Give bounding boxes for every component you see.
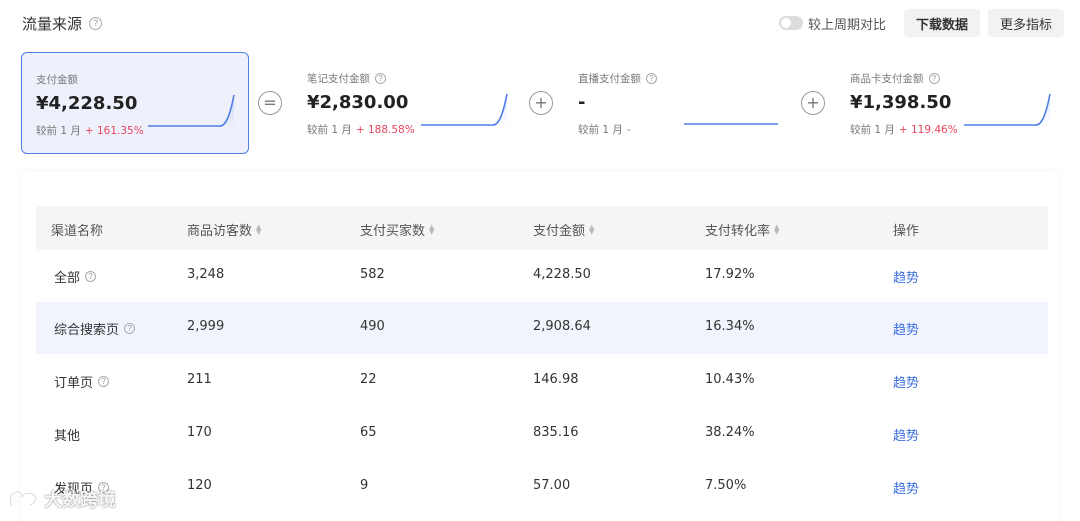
sparkline-chart bbox=[148, 94, 235, 127]
help-icon[interactable]: ? bbox=[928, 73, 940, 84]
sort-icon[interactable]: ▲ ▼ bbox=[589, 222, 595, 236]
metric-cards: 支付金额 ¥4,228.50 较前 1 月 + 161.35% = 笔记支付金额?… bbox=[21, 52, 1061, 154]
channel-table: 渠道名称 商品访客数 ▲ ▼ 支付买家数 ▲ ▼ 支付金额 ▲ ▼ 支付转化率 ▲ ▼ 操作 全… bbox=[21, 172, 1059, 521]
cell-buyers: 22 bbox=[360, 372, 377, 387]
watermark: 大数跨境 bbox=[8, 486, 116, 512]
compare-label: 较上周期对比 bbox=[807, 17, 886, 33]
card-product-card-pay-amount[interactable]: 商品卡支付金额? ¥1,398.50 较前 1 月 + 119.46% bbox=[836, 52, 1064, 154]
cell-buyers: 582 bbox=[360, 267, 385, 282]
table-header: 渠道名称 商品访客数 ▲ ▼ 支付买家数 ▲ ▼ 支付金额 ▲ ▼ 支付转化率 ▲ ▼ 操作 bbox=[36, 206, 1048, 250]
cell-channel: 综合搜索页? bbox=[54, 319, 136, 338]
trend-link[interactable]: 趋势 bbox=[893, 376, 920, 391]
card-value: ¥1,398.50 bbox=[850, 92, 952, 113]
card-label: 商品卡支付金额? bbox=[850, 71, 940, 86]
card-compare: 较前 1 月 + 188.58% bbox=[307, 124, 415, 136]
cell-rate: 7.50% bbox=[705, 478, 747, 493]
card-compare: 较前 1 月 + 161.35% bbox=[36, 125, 144, 137]
help-icon[interactable]: ? bbox=[375, 73, 386, 84]
help-icon[interactable]: ? bbox=[124, 323, 136, 334]
cell-buyers: 490 bbox=[360, 319, 385, 334]
column-header-rate[interactable]: 支付转化率 ▲ ▼ bbox=[705, 222, 780, 239]
download-data-button[interactable]: 下载数据 bbox=[903, 9, 980, 37]
column-header-visitors[interactable]: 商品访客数 ▲ ▼ bbox=[187, 222, 262, 239]
section-header: 流量来源 ? 较上周期对比 下载数据 更多指标 bbox=[22, 9, 1064, 37]
section-title: 流量来源 bbox=[22, 14, 83, 33]
cell-amount: 835.16 bbox=[533, 425, 579, 440]
watermark-text: 大数跨境 bbox=[44, 490, 116, 511]
card-label: 直播支付金额? bbox=[578, 71, 657, 86]
table-row: 发现页? 120 9 57.00 7.50% 趋势 bbox=[36, 461, 1048, 513]
help-icon[interactable]: ? bbox=[98, 376, 110, 387]
cell-amount: 57.00 bbox=[533, 478, 571, 493]
card-live-pay-amount[interactable]: 直播支付金额? - 较前 1 月- bbox=[564, 52, 792, 154]
help-icon[interactable]: ? bbox=[98, 482, 110, 493]
cell-buyers: 65 bbox=[360, 425, 377, 440]
table-row: 其他 170 65 835.16 38.24% 趋势 bbox=[36, 408, 1048, 460]
watermark-logo-icon bbox=[9, 490, 37, 508]
compare-toggle[interactable] bbox=[778, 16, 803, 30]
help-icon[interactable]: ? bbox=[646, 73, 657, 84]
cell-rate: 17.92% bbox=[705, 267, 755, 282]
cell-visitors: 3,248 bbox=[187, 267, 225, 282]
table-row: 综合搜索页? 2,999 490 2,908.64 16.34% 趋势 bbox=[36, 302, 1048, 354]
cell-visitors: 120 bbox=[187, 478, 212, 493]
card-pay-amount[interactable]: 支付金额 ¥4,228.50 较前 1 月 + 161.35% bbox=[21, 52, 249, 154]
cell-channel: 全部? bbox=[54, 267, 97, 286]
card-label: 支付金额 bbox=[36, 74, 78, 86]
plus-icon: + bbox=[801, 91, 825, 115]
cell-visitors: 2,999 bbox=[187, 319, 225, 334]
card-value: ¥4,228.50 bbox=[36, 93, 138, 114]
column-header-buyers[interactable]: 支付买家数 ▲ ▼ bbox=[360, 222, 435, 239]
cell-rate: 16.34% bbox=[705, 319, 755, 334]
cell-visitors: 170 bbox=[187, 425, 212, 440]
card-value: - bbox=[578, 92, 586, 113]
help-icon[interactable]: ? bbox=[85, 271, 97, 282]
cell-channel: 发现页? bbox=[54, 478, 110, 497]
trend-link[interactable]: 趋势 bbox=[893, 482, 920, 497]
table-row: 全部? 3,248 582 4,228.50 17.92% 趋势 bbox=[36, 250, 1048, 302]
sparkline-chart bbox=[684, 123, 778, 125]
cell-amount: 2,908.64 bbox=[533, 319, 591, 334]
trend-link[interactable]: 趋势 bbox=[893, 271, 920, 286]
cell-rate: 10.43% bbox=[705, 372, 755, 387]
trend-link[interactable]: 趋势 bbox=[893, 323, 920, 338]
help-icon[interactable]: ? bbox=[89, 16, 103, 30]
card-compare: 较前 1 月- bbox=[578, 124, 631, 136]
sort-icon[interactable]: ▲ ▼ bbox=[256, 222, 262, 236]
sparkline-chart bbox=[964, 93, 1051, 126]
equals-icon: = bbox=[258, 91, 282, 115]
plus-icon: + bbox=[529, 91, 553, 115]
table-row: 订单页? 211 22 146.98 10.43% 趋势 bbox=[36, 355, 1048, 407]
cell-amount: 146.98 bbox=[533, 372, 579, 387]
cell-amount: 4,228.50 bbox=[533, 267, 591, 282]
column-header-amount[interactable]: 支付金额 ▲ ▼ bbox=[533, 222, 595, 239]
column-header-action: 操作 bbox=[893, 224, 920, 239]
sparkline-chart bbox=[421, 93, 508, 126]
sort-icon[interactable]: ▲ ▼ bbox=[429, 222, 435, 236]
cell-buyers: 9 bbox=[360, 478, 369, 493]
cell-channel: 其他 bbox=[54, 429, 81, 444]
cell-rate: 38.24% bbox=[705, 425, 755, 440]
card-value: ¥2,830.00 bbox=[307, 92, 409, 113]
cell-visitors: 211 bbox=[187, 372, 212, 387]
trend-link[interactable]: 趋势 bbox=[893, 429, 920, 444]
card-compare: 较前 1 月 + 119.46% bbox=[850, 124, 958, 136]
more-metrics-button[interactable]: 更多指标 bbox=[987, 9, 1064, 37]
column-header-channel: 渠道名称 bbox=[51, 224, 104, 239]
sort-icon[interactable]: ▲ ▼ bbox=[774, 222, 780, 236]
card-label: 笔记支付金额? bbox=[307, 71, 386, 86]
card-note-pay-amount[interactable]: 笔记支付金额? ¥2,830.00 较前 1 月 + 188.58% bbox=[293, 52, 521, 154]
header-actions: 较上周期对比 下载数据 更多指标 bbox=[778, 9, 1064, 37]
cell-channel: 订单页? bbox=[54, 372, 110, 391]
